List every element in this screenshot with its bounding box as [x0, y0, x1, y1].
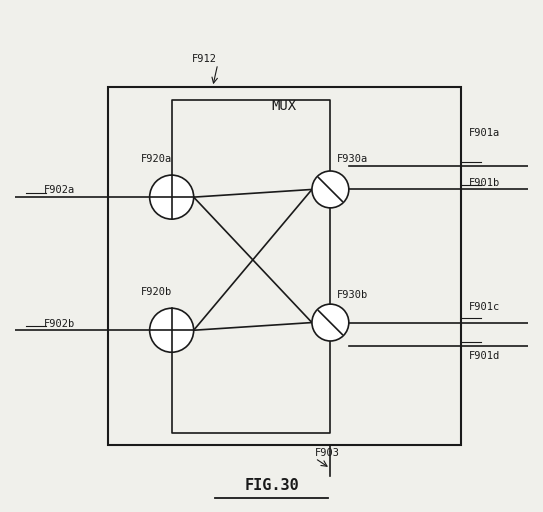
Text: F901a: F901a [469, 128, 500, 138]
Text: F920a: F920a [141, 154, 172, 164]
Text: F901b: F901b [469, 178, 500, 188]
Text: FIG.30: FIG.30 [244, 478, 299, 493]
Text: F930b: F930b [337, 289, 368, 300]
Text: F903: F903 [315, 448, 340, 458]
Text: F901c: F901c [469, 302, 500, 312]
Bar [108, 87, 461, 445]
Circle shape [150, 175, 194, 219]
Text: F920b: F920b [141, 287, 172, 297]
Circle shape [312, 171, 349, 208]
Text: F902a: F902a [43, 185, 75, 196]
Circle shape [312, 304, 349, 341]
Text: MUX: MUX [272, 99, 297, 113]
Text: F930a: F930a [337, 154, 368, 164]
Text: F912: F912 [192, 54, 217, 64]
Text: F902b: F902b [43, 318, 75, 329]
Circle shape [150, 308, 194, 352]
Text: F901d: F901d [469, 351, 500, 361]
